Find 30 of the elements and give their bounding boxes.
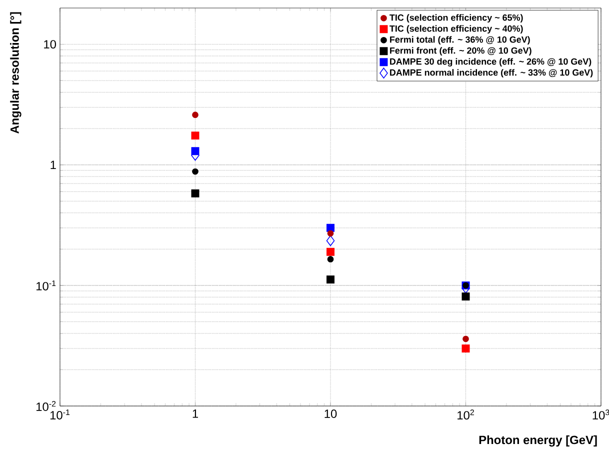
point bbox=[191, 189, 200, 198]
point bbox=[192, 112, 198, 118]
y-tick-label: 10 bbox=[44, 40, 56, 49]
y-tick-label: 10$^{-2}$ bbox=[36, 400, 56, 412]
legend-label: TIC (selection efficiency ~ 40%) bbox=[390, 25, 523, 34]
point bbox=[327, 256, 334, 262]
legend-label: Fermi front (eff. ~ 20% @ 10 GeV) bbox=[390, 47, 532, 56]
x-tick-label: 10$^{2}$ bbox=[458, 410, 474, 420]
y-axis-title: Angular resolution [°] bbox=[10, 12, 22, 134]
point bbox=[192, 168, 198, 175]
x-tick-label: 1 bbox=[192, 410, 198, 418]
legend-label: DAMPE normal incidence (eff. ~ 33% @ 10 GeV) bbox=[390, 69, 593, 78]
point bbox=[326, 224, 334, 232]
x-axis-title: Photon energy [GeV] bbox=[479, 435, 597, 447]
point bbox=[327, 230, 334, 237]
point bbox=[462, 344, 470, 352]
point bbox=[462, 292, 470, 300]
y-tick-label: 10$^{-1}$ bbox=[36, 280, 56, 290]
point bbox=[191, 147, 200, 156]
y-tick-label: 1 bbox=[50, 160, 56, 169]
legend-label: Fermi total (eff. ~ 36% @ 10 GeV) bbox=[390, 36, 530, 44]
point bbox=[326, 248, 334, 256]
legend-label: TIC (selection efficiency ~ 65%) bbox=[390, 14, 523, 23]
point bbox=[462, 336, 469, 342]
point bbox=[326, 235, 335, 246]
legend-label: DAMPE 30 deg incidence (eff. ~ 26% @ 10 GeV) bbox=[390, 58, 592, 66]
point bbox=[191, 132, 200, 140]
x-tick-label: 10 bbox=[324, 410, 337, 418]
x-tick-label: 10$^{3}$ bbox=[592, 410, 609, 420]
point bbox=[326, 276, 334, 284]
